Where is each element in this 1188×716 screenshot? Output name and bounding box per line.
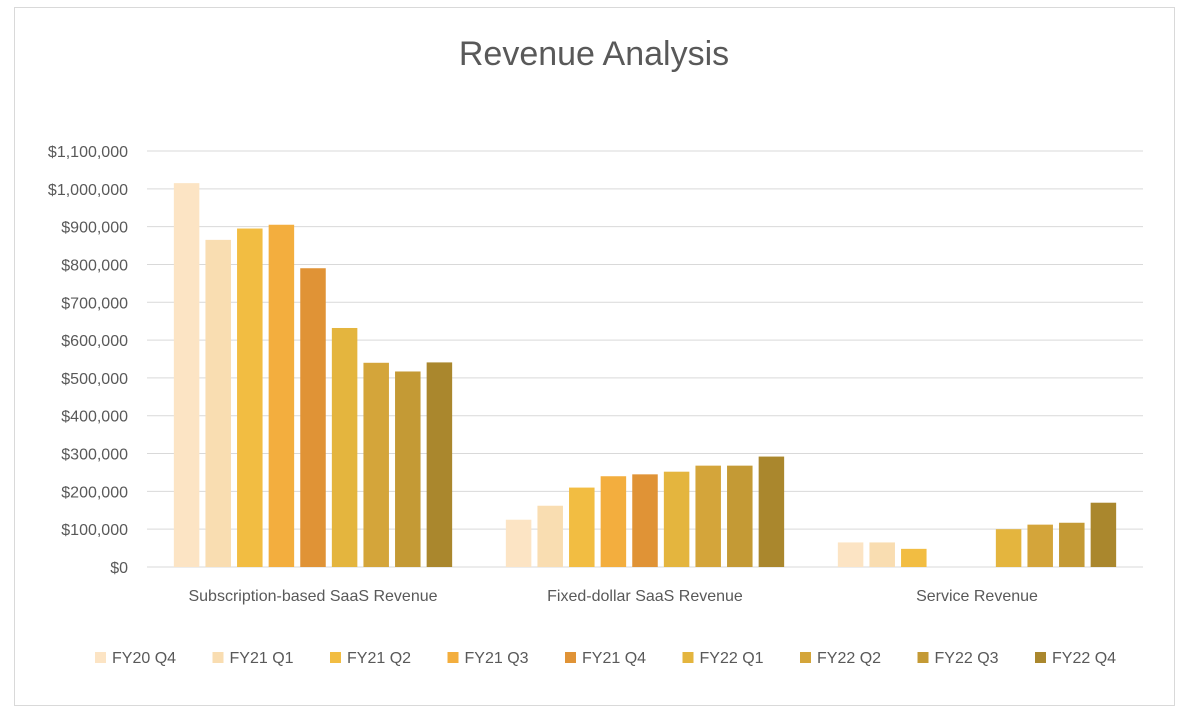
legend-swatch [95, 652, 106, 663]
bar-fy22-q3 [727, 465, 753, 567]
y-tick-label: $900,000 [61, 220, 128, 237]
y-tick-label: $800,000 [61, 257, 128, 274]
y-tick-label: $0 [110, 560, 128, 577]
legend-swatch [917, 652, 929, 663]
bar-fy21-q3 [600, 476, 627, 567]
category-label: Service Revenue [916, 588, 1038, 605]
legend-label: FY21 Q2 [347, 650, 411, 667]
legend-swatch [212, 652, 224, 663]
bar-fy21-q2 [237, 228, 263, 567]
bar-fy21-q4 [300, 268, 326, 567]
y-tick-label: $300,000 [61, 447, 128, 464]
y-tick-label: $1,100,000 [48, 144, 128, 161]
legend-swatch [330, 652, 341, 663]
legend-label: FY22 Q1 [700, 650, 764, 667]
bar-fy22-q2 [1027, 524, 1053, 567]
bar-fy21-q3 [268, 224, 295, 567]
y-tick-label: $200,000 [61, 484, 128, 501]
y-tick-label: $1,000,000 [48, 182, 128, 199]
bar-fy22-q3 [1059, 522, 1085, 567]
bar-fy22-q3 [395, 371, 421, 567]
bar-fy22-q2 [363, 362, 389, 567]
legend-swatch [1035, 652, 1046, 663]
y-tick-label: $400,000 [61, 409, 128, 426]
y-tick-label: $500,000 [61, 371, 128, 388]
bar-fy22-q4 [426, 362, 453, 567]
bar-fy20-q4 [837, 542, 864, 567]
chart-title: Revenue Analysis [459, 35, 729, 73]
legend-label: FY22 Q4 [1052, 650, 1116, 667]
bar-fy21-q2 [901, 548, 927, 567]
legend-label: FY21 Q1 [230, 650, 294, 667]
bar-fy22-q2 [695, 465, 721, 567]
legend-label: FY20 Q4 [112, 650, 176, 667]
y-tick-label: $100,000 [61, 522, 128, 539]
category-labels: Subscription-based SaaS Revenue Fixed-dol… [188, 588, 1038, 605]
bar-fy22-q4 [758, 456, 785, 567]
legend-swatch [682, 652, 694, 663]
bar-fy20-q4 [173, 183, 200, 568]
bar-fy21-q1 [537, 505, 563, 567]
bar-fy22-q4 [1090, 502, 1117, 567]
legend-swatch [800, 652, 811, 663]
bar-fy22-q1 [331, 327, 358, 567]
bar-fy21-q2 [569, 487, 595, 567]
legend-label: FY21 Q4 [582, 650, 646, 667]
bar-fy22-q1 [663, 471, 690, 567]
category-label: Subscription-based SaaS Revenue [188, 588, 437, 605]
legend-swatch [447, 652, 459, 663]
bar-fy21-q4 [632, 474, 658, 567]
bars [173, 183, 1117, 568]
y-tick-label: $700,000 [61, 295, 128, 312]
y-axis-ticks: $0 $100,000 $200,000 $300,000 $400,000 $500,0… [48, 144, 128, 577]
bar-fy22-q1 [995, 529, 1022, 567]
bar-fy21-q1 [869, 542, 895, 567]
legend-swatch [565, 652, 576, 663]
legend-label: FY21 Q3 [465, 650, 529, 667]
legend: FY20 Q4 FY21 Q1 FY21 Q2 FY21 Q3 FY21 Q4 FY22 … [95, 650, 1116, 667]
category-label: Fixed-dollar SaaS Revenue [547, 588, 743, 605]
bar-fy20-q4 [505, 519, 532, 567]
legend-label: FY22 Q2 [817, 650, 881, 667]
y-tick-label: $600,000 [61, 333, 128, 350]
bar-fy21-q1 [205, 239, 231, 567]
legend-label: FY22 Q3 [935, 650, 999, 667]
